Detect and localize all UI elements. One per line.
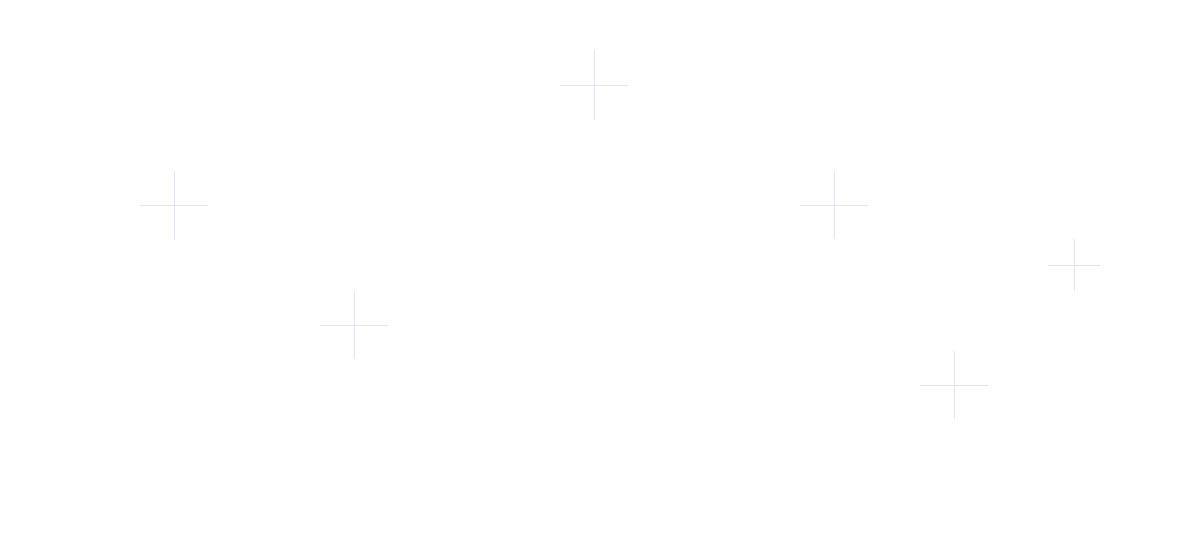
- plus-sparkle-icon: [920, 351, 988, 419]
- plus-sparkle-icon: [800, 171, 868, 239]
- plus-vertical-stroke: [834, 171, 835, 239]
- plus-vertical-stroke: [594, 50, 595, 120]
- plus-sparkle-icon: [560, 50, 628, 120]
- plus-vertical-stroke: [354, 291, 355, 359]
- plus-vertical-stroke: [1074, 239, 1075, 291]
- plus-sparkle-icon: [140, 171, 208, 239]
- plus-vertical-stroke: [954, 351, 955, 419]
- plus-sparkle-icon: [320, 291, 388, 359]
- plus-sparkle-icon: [1048, 239, 1100, 291]
- plus-vertical-stroke: [174, 171, 175, 239]
